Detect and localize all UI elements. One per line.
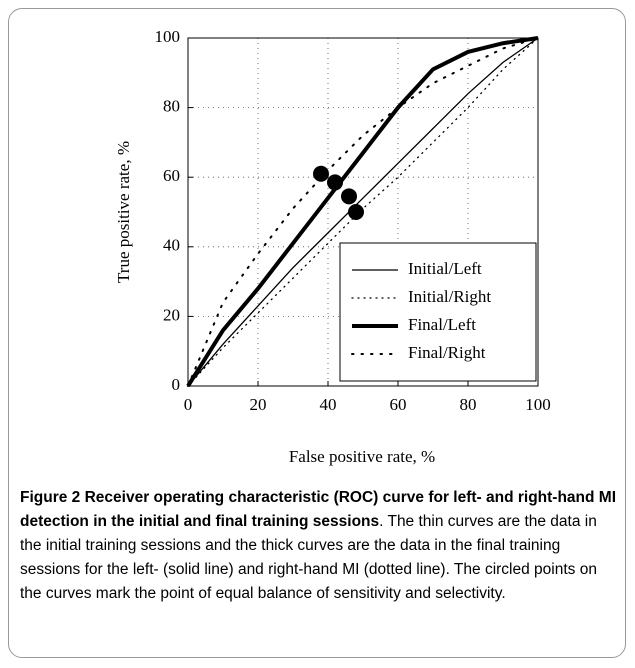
y-tick-label: 40 [163,236,180,255]
legend-label: Initial/Right [408,287,491,306]
x-tick-label: 100 [525,395,551,414]
x-tick-label: 20 [250,395,267,414]
x-tick-label: 0 [184,395,193,414]
y-tick-label: 100 [155,27,181,46]
balance-point [341,188,357,205]
caption-bold: Figure 2 Receiver operating characterist… [20,489,617,530]
figure-frame [8,8,626,658]
legend-label: Final/Left [408,315,476,334]
caption-text: . The thin curves are the data in the in… [20,513,597,602]
x-tick-label: 40 [320,395,337,414]
y-tick-label: 80 [163,97,180,116]
x-tick-label: 60 [390,395,407,414]
x-tick-label: 80 [460,395,477,414]
line-series [186,36,539,388]
y-tick-label: 20 [163,305,180,324]
x-axis-label: False positive rate, % [289,447,435,466]
balance-point [327,174,343,191]
line-series [187,37,539,387]
caption: Figure 2 Receiver operating characterist… [20,486,620,606]
legend-label: Final/Right [408,343,486,362]
line-series [187,37,539,387]
plot-frame [187,37,539,387]
balance-point [348,204,364,220]
y-tick-label: 60 [163,166,180,185]
chart: False positive rate, % True positive rat… [114,27,551,466]
y-axis-label: True positive rate, % [114,141,133,283]
legend-box [339,242,537,382]
balance-point [313,165,329,182]
y-tick-label: 0 [172,375,181,394]
line-series [187,37,539,387]
legend-label: Initial/Left [408,259,482,278]
